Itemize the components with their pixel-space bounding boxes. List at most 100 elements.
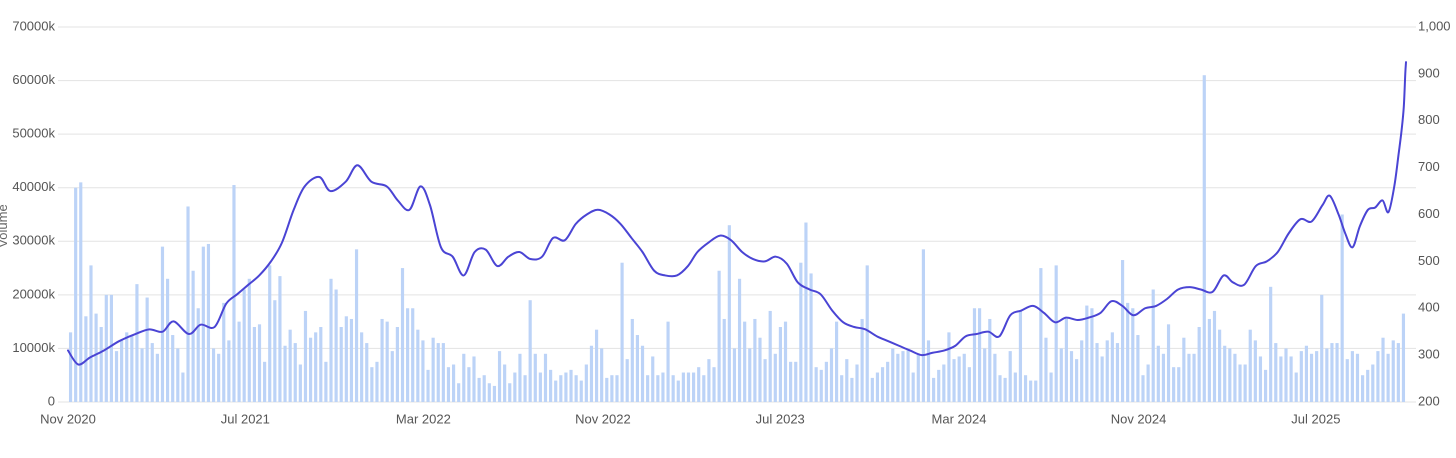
volume-bar xyxy=(79,182,83,402)
volume-bar xyxy=(569,369,573,402)
volume-bar xyxy=(937,369,941,402)
volume-bar xyxy=(370,367,374,402)
volume-bar xyxy=(324,361,328,402)
volume-bar xyxy=(523,375,527,402)
volume-bar xyxy=(1120,260,1125,402)
volume-bar xyxy=(671,375,675,402)
volume-bar xyxy=(615,375,619,402)
volume-bar xyxy=(804,222,808,402)
right-tick-label: 400 xyxy=(1418,300,1440,315)
volume-bar xyxy=(1156,345,1160,402)
volume-bar xyxy=(783,321,788,402)
volume-bar xyxy=(1095,343,1099,402)
volume-bar xyxy=(1064,318,1068,402)
volume-bar xyxy=(1044,337,1048,402)
volume-bar xyxy=(232,185,236,402)
left-tick-label: 10000k xyxy=(12,340,55,355)
volume-bar xyxy=(375,361,379,402)
volume-bar xyxy=(477,377,481,402)
volume-bar xyxy=(1284,348,1288,402)
volume-bar xyxy=(421,340,425,402)
volume-bar xyxy=(114,351,119,402)
volume-bar xyxy=(584,364,588,402)
volume-bar xyxy=(1136,335,1140,402)
volume-bar xyxy=(549,369,553,402)
volume-bar xyxy=(998,375,1002,402)
volume-bar xyxy=(620,262,624,402)
volume-bar xyxy=(446,367,451,402)
volume-bar xyxy=(1131,308,1135,402)
volume-bar xyxy=(789,361,793,402)
volume-bar xyxy=(74,187,78,402)
volume-bar xyxy=(972,308,977,402)
volume-bar xyxy=(947,332,951,402)
volume-bar xyxy=(993,353,997,402)
volume-bar xyxy=(722,318,726,402)
volume-bar xyxy=(692,372,696,402)
volume-bar xyxy=(411,308,415,402)
volume-bar xyxy=(829,348,834,402)
volume-bar xyxy=(1172,367,1176,402)
volume-bar xyxy=(365,343,369,402)
volume-bar xyxy=(543,353,548,402)
volume-bar xyxy=(293,343,297,402)
x-axis: Nov 2020 Jul 2021 Mar 2022 Nov 2022 Jul 2023… xyxy=(40,412,1340,427)
volume-bar xyxy=(94,313,98,402)
volume-bar xyxy=(1325,348,1329,402)
volume-bar xyxy=(983,348,987,402)
volume-bar xyxy=(436,343,440,402)
volume-bar xyxy=(1355,353,1360,402)
volume-bar xyxy=(298,364,302,402)
x-tick-label: Mar 2024 xyxy=(932,412,987,427)
volume-bar xyxy=(217,353,221,402)
volume-bar xyxy=(503,364,507,402)
volume-bar xyxy=(1080,340,1084,402)
volume-bar xyxy=(196,308,200,402)
volume-bar xyxy=(211,348,216,402)
volume-bar xyxy=(431,337,435,402)
volume-bar xyxy=(1330,343,1334,402)
volume-bar xyxy=(717,270,721,402)
volume-bar xyxy=(283,345,287,402)
left-tick-label: 40000k xyxy=(12,179,55,194)
volume-bar xyxy=(1320,294,1324,402)
volume-bar xyxy=(1294,372,1298,402)
volume-bar xyxy=(247,278,251,402)
volume-bar xyxy=(911,372,915,402)
volume-bar xyxy=(222,302,226,402)
volume-bar xyxy=(1126,302,1130,402)
volume-bar xyxy=(160,246,165,402)
volume-bar xyxy=(206,243,211,402)
volume-bar xyxy=(109,294,113,402)
volume-bar xyxy=(1345,359,1349,402)
volume-bar xyxy=(186,206,190,402)
volume-bar xyxy=(380,318,384,402)
volume-bar xyxy=(339,327,343,402)
volume-bar xyxy=(89,265,93,402)
volume-bar xyxy=(564,372,568,402)
volume-bar xyxy=(273,300,277,402)
volume-bar xyxy=(794,361,798,402)
volume-bar xyxy=(635,335,639,402)
volume-bar xyxy=(1008,351,1012,402)
left-y-axis: 0 10000k 20000k 30000k 40000k 50000k 60000k 700… xyxy=(12,18,55,408)
volume-bar xyxy=(1401,313,1406,402)
right-tick-label: 1,000 xyxy=(1418,18,1451,33)
volume-bar xyxy=(697,367,701,402)
volume-bar xyxy=(538,372,542,402)
volume-bar xyxy=(1202,75,1206,403)
volume-bar xyxy=(68,332,73,402)
volume-bar xyxy=(166,278,170,402)
volume-bar xyxy=(753,318,757,402)
volume-bar xyxy=(303,310,308,402)
volume-bar xyxy=(921,249,925,402)
volume-bar xyxy=(824,361,828,402)
volume-bar xyxy=(99,327,103,402)
volume-bar xyxy=(395,327,399,402)
volume-bar xyxy=(865,265,869,402)
volume-bar xyxy=(1161,353,1166,402)
x-tick-label: Jul 2021 xyxy=(221,412,270,427)
volume-bar xyxy=(533,353,537,402)
volume-bar xyxy=(1258,356,1263,402)
volume-bar xyxy=(1223,345,1227,402)
